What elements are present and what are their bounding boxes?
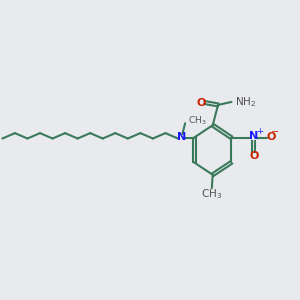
Text: NH$_2$: NH$_2$	[235, 95, 256, 109]
Text: CH$_3$: CH$_3$	[201, 187, 222, 201]
Text: −: −	[271, 127, 279, 137]
Text: CH$_3$: CH$_3$	[188, 114, 206, 127]
Text: +: +	[256, 127, 262, 136]
Text: O: O	[196, 98, 206, 107]
Text: O: O	[249, 151, 258, 161]
Text: O: O	[266, 132, 275, 142]
Text: N: N	[249, 131, 258, 141]
Text: N: N	[177, 132, 186, 142]
